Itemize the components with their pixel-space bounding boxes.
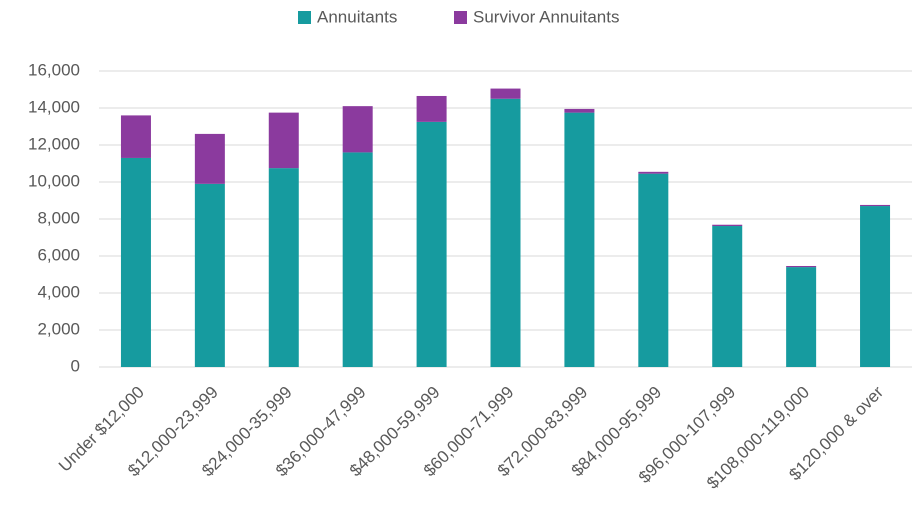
y-tick-label: 14,000 (28, 97, 80, 116)
bar-segment (120, 157, 151, 367)
bar-segment (860, 204, 891, 207)
y-tick-label: 8,000 (37, 208, 80, 227)
bar-segment (416, 121, 447, 367)
y-tick-label: 10,000 (28, 171, 80, 190)
bar-segment (786, 267, 817, 367)
legend-label: Survivor Annuitants (473, 7, 619, 26)
bar-segment (786, 265, 817, 268)
bar-segment (712, 226, 743, 367)
bar-segment (860, 206, 891, 367)
bar-segment (564, 112, 595, 367)
bar-segment (342, 106, 373, 153)
legend-swatch (454, 11, 467, 24)
y-tick-label: 0 (71, 356, 80, 375)
legend-label: Annuitants (317, 7, 397, 26)
bar-segment (416, 95, 447, 122)
bar-segment (194, 133, 225, 184)
bar-segment (194, 183, 225, 367)
bar-segment (712, 224, 743, 227)
bar-segment (342, 152, 373, 367)
bar-segment (638, 171, 669, 174)
bar-segment (638, 173, 669, 367)
y-tick-label: 4,000 (37, 282, 80, 301)
y-tick-label: 16,000 (28, 60, 80, 79)
bar-segment (490, 88, 521, 99)
legend-swatch (298, 11, 311, 24)
y-tick-label: 2,000 (37, 319, 80, 338)
y-tick-label: 12,000 (28, 134, 80, 153)
bar-segment (268, 168, 299, 367)
bar-segment (120, 115, 151, 158)
bar-segment (268, 112, 299, 169)
y-tick-label: 6,000 (37, 245, 80, 264)
bar-segment (490, 98, 521, 367)
bar-segment (564, 108, 595, 113)
